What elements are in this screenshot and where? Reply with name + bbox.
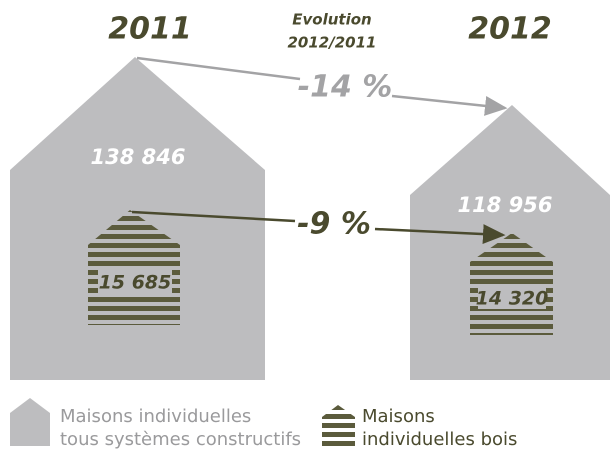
value-all-2011: 138 846 bbox=[91, 145, 186, 169]
arrow-all bbox=[136, 56, 301, 81]
label-bg bbox=[478, 287, 546, 309]
legend-all: Maisons individuelles bbox=[60, 406, 251, 427]
value-wood-2011: 15 685 bbox=[99, 272, 172, 294]
evolution-title: 2012/2011 bbox=[288, 34, 377, 52]
wood-house-left bbox=[88, 210, 180, 325]
arrow-all bbox=[391, 94, 508, 116]
wood-house-right bbox=[470, 233, 553, 335]
evolution-all: -14 % bbox=[298, 70, 393, 105]
label-bg bbox=[98, 270, 172, 294]
year-left: 2011 bbox=[108, 12, 192, 47]
year-right: 2012 bbox=[468, 12, 552, 47]
arrow-wood bbox=[131, 210, 296, 223]
legend-wood: individuelles bois bbox=[362, 429, 517, 450]
evolution-wood: -9 % bbox=[297, 207, 371, 242]
evolution-title: Evolution bbox=[292, 11, 371, 29]
legend-wood: Maisons bbox=[362, 406, 435, 427]
legend-all: tous systèmes constructifs bbox=[60, 429, 301, 450]
value-all-2012: 118 956 bbox=[458, 193, 553, 217]
legend-icon-wood bbox=[322, 405, 355, 448]
value-wood-2012: 14 320 bbox=[476, 288, 549, 310]
arrow-wood bbox=[374, 224, 506, 245]
legend-icon-all bbox=[10, 398, 50, 446]
